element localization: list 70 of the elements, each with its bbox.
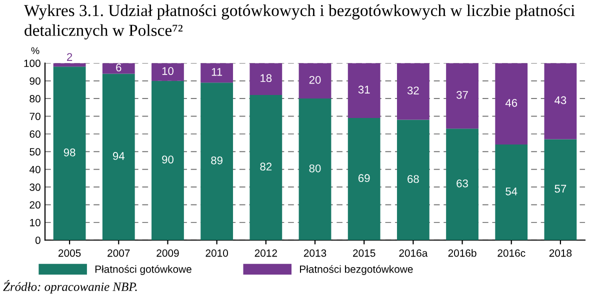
- legend-label: Płatności bezgotówkowe: [300, 265, 413, 275]
- bar: [152, 63, 184, 81]
- x-tick-label: 2016b: [448, 249, 476, 257]
- data-label: 90: [162, 156, 174, 164]
- data-label: 43: [554, 96, 566, 104]
- y-axis-title: %: [31, 47, 40, 54]
- data-label: 6: [116, 64, 122, 72]
- data-label: 37: [456, 90, 468, 99]
- data-label: 31: [358, 86, 370, 94]
- bar: [102, 74, 135, 240]
- y-tick-label: 10: [30, 218, 40, 226]
- x-tick-label: 2016a: [399, 249, 428, 257]
- text: Źródło: opracowanie NBP.: [3, 280, 137, 294]
- bar: [446, 128, 478, 240]
- y-tick-label: 30: [30, 184, 40, 191]
- bar: [495, 144, 528, 240]
- bar: [152, 80, 184, 240]
- y-tick-label: 20: [30, 201, 40, 209]
- data-label: 82: [260, 162, 272, 171]
- bar: [200, 82, 234, 240]
- x-tick-label: 2007: [108, 249, 130, 257]
- chart-title: Wykres 3.1. Udział płatności gotówkowych i bezgotówkowych w liczbie płatności detalicznych w Polsce⁷²: [24, 4, 575, 40]
- bar: [495, 63, 528, 145]
- data-label: 63: [456, 179, 468, 188]
- data-label: 20: [309, 76, 321, 84]
- y-tick-label: 90: [30, 77, 40, 85]
- bar: [396, 63, 430, 120]
- legend-label: Płatności gotówkowe: [95, 265, 192, 275]
- data-label: 69: [358, 174, 370, 182]
- bar: [250, 63, 282, 95]
- bar: [348, 63, 380, 118]
- data-label: 11: [212, 68, 222, 76]
- data-label: 54: [506, 188, 518, 196]
- x-tick-label: 2012: [254, 249, 277, 257]
- x-tick-label: 2005: [58, 249, 81, 257]
- data-label: 68: [408, 175, 419, 183]
- x-tick-label: 2009: [156, 249, 179, 257]
- y-tick-label: 100: [24, 60, 40, 68]
- data-label: 32: [407, 86, 419, 94]
- bar: [200, 63, 234, 83]
- bar: [53, 66, 86, 240]
- y-tick-label: 50: [30, 148, 40, 156]
- x-tick-label: 2015: [353, 249, 376, 257]
- bar: [446, 63, 478, 129]
- bar: [250, 94, 282, 240]
- data-label: 2: [67, 53, 72, 61]
- bar: [102, 63, 135, 74]
- bar: [544, 139, 577, 240]
- data-label: 57: [554, 184, 566, 193]
- bar: [396, 120, 430, 240]
- data-label: 80: [309, 164, 321, 172]
- x-tick-label: 2010: [206, 249, 228, 257]
- y-tick-label: 80: [30, 95, 40, 102]
- data-label: 10: [162, 67, 174, 75]
- data-label: 46: [505, 98, 518, 107]
- bar: [298, 98, 332, 240]
- x-tick-label: 2013: [304, 249, 326, 257]
- x-tick-label: 2016c: [498, 249, 526, 257]
- data-label: 18: [260, 74, 272, 82]
- data-label: 98: [64, 148, 76, 156]
- y-tick-label: 0: [35, 236, 40, 244]
- y-tick-label: 40: [29, 166, 40, 174]
- y-tick-label: 70: [30, 112, 40, 120]
- bar: [298, 63, 332, 99]
- data-label: 89: [211, 156, 222, 164]
- data-label: 94: [112, 152, 124, 160]
- bar: [544, 63, 577, 140]
- x-tick-label: 2018: [549, 249, 572, 257]
- y-tick-label: 60: [30, 130, 40, 138]
- bar: [348, 118, 380, 240]
